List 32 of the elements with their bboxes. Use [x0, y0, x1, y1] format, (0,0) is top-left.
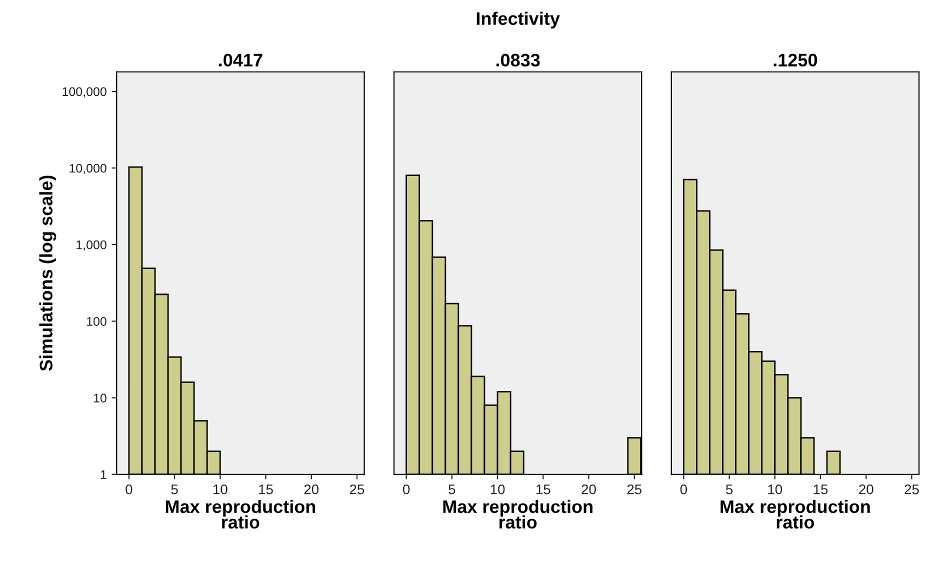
x-tick-label: 20: [859, 484, 874, 494]
y-tick-label: 10: [94, 394, 106, 402]
x-tick-label: 25: [627, 484, 642, 494]
x-tick-label: 10: [213, 484, 228, 494]
x-tick-label: 25: [904, 484, 919, 494]
y-tick-label: 1,000: [76, 240, 106, 251]
x-tick-label: 15: [259, 484, 273, 494]
x-axis-title: Max reproduction ratio: [720, 500, 870, 529]
x-tick-label: 0: [126, 484, 132, 494]
x-tick-label: 20: [582, 484, 596, 494]
x-tick-label: 15: [536, 484, 550, 494]
x-tick-label: 10: [490, 484, 505, 494]
x-tick-label: 20: [304, 484, 319, 494]
y-tick-label: 100,000: [62, 87, 106, 98]
x-tick-label: 5: [448, 484, 456, 494]
x-tick-label: 0: [680, 484, 687, 494]
x-tick-label: 0: [402, 484, 410, 494]
text: Infectivity: [476, 12, 560, 29]
chart-title: .0417: [219, 54, 262, 66]
y-tick-label: 10,000: [70, 164, 106, 174]
x-axis-title: Max reproduction ratio: [166, 500, 316, 529]
x-tick-label: 5: [171, 484, 178, 494]
x-axis-title: Max reproduction ratio: [443, 500, 592, 529]
chart-title: .1250: [774, 54, 818, 66]
x-tick-label: 10: [768, 484, 782, 494]
y-tick-label: 100: [87, 316, 106, 326]
x-tick-label: 15: [814, 484, 828, 494]
chart-title: .0833: [496, 54, 540, 67]
x-tick-label: 25: [350, 484, 364, 494]
y-tick-label: 1: [100, 470, 106, 479]
x-tick-label: 5: [726, 484, 733, 494]
y-axis-title: Simulations (log scale): [39, 176, 56, 371]
